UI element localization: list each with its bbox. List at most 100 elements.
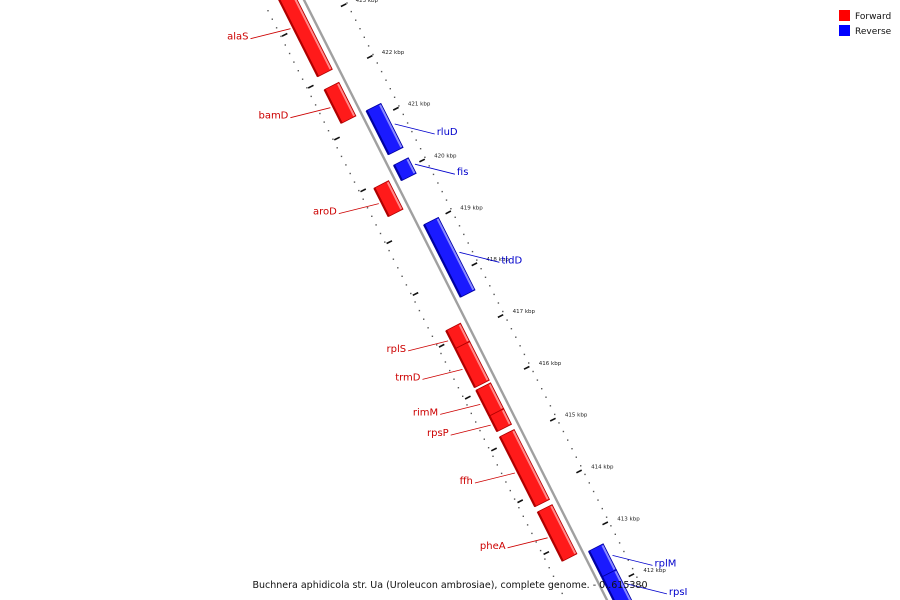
legend-reverse-swatch [839, 25, 850, 36]
scale-dot [470, 412, 472, 415]
scale-dot [366, 207, 369, 209]
scale-dot [367, 45, 370, 47]
scale-dot [597, 499, 599, 501]
gene-bar-shadow [393, 164, 403, 181]
scale-tick-label: 415 kbp [565, 413, 588, 419]
scale-tick [333, 136, 341, 141]
scale-dot [515, 336, 517, 338]
scale-ticks: 423 kbp 422 kbp 421 kbp 420 kbp 419 kbp 418 k… [281, 0, 666, 578]
scale-dot [389, 88, 391, 90]
scale-tick [360, 188, 367, 193]
gene-ffh [498, 428, 551, 508]
scale-tick [471, 262, 478, 267]
scale-dot [444, 361, 447, 363]
scale-dot [548, 567, 550, 569]
gene-bar-highlight [458, 324, 469, 342]
scale-dot [467, 242, 469, 244]
scale-dot [393, 96, 396, 98]
scale-dot [562, 430, 565, 433]
scale-dot [445, 199, 448, 201]
legend: Forward Reverse [839, 10, 892, 37]
scale-dot [449, 369, 451, 372]
gene-label-leader [474, 472, 515, 484]
scale-dot [614, 533, 616, 535]
scale-dot [379, 232, 382, 235]
scale-dot [340, 155, 343, 158]
scale-dot [518, 507, 520, 509]
scale-tick-label: 422 kbp [382, 50, 405, 56]
gene-bar-highlight [386, 181, 403, 210]
gene-bar-highlight [601, 544, 616, 570]
scale-tick [419, 158, 426, 163]
gene-label-leader [408, 340, 449, 352]
scale-tick [497, 313, 504, 319]
scale-dot [558, 422, 560, 424]
scale-dot [561, 592, 563, 595]
scale-tick-label: 414 kbp [591, 464, 614, 470]
gene-rluD [365, 102, 404, 156]
scale-dot [580, 465, 582, 467]
gene-aroD [373, 180, 404, 218]
scale-dot [380, 70, 383, 73]
scale-dot [363, 36, 365, 38]
scale-dot [411, 130, 413, 133]
gene-bar-shadow [373, 187, 390, 217]
scale-dot [475, 421, 477, 423]
scale-tick [438, 343, 445, 348]
gene-bar-shadow [588, 550, 603, 578]
scale-dot [454, 216, 456, 218]
scale-dot [332, 138, 334, 140]
scale-dot [349, 172, 351, 175]
gene-label-leader [414, 163, 455, 175]
gene-bar [423, 216, 476, 298]
scale-dot [506, 319, 508, 321]
scale-dot [640, 585, 642, 587]
gene-label-aroD: aroD [313, 207, 337, 218]
scale-dot [532, 370, 534, 373]
scale-dot [618, 542, 621, 544]
scale-dot [471, 250, 474, 253]
scale-tick [281, 32, 288, 37]
scale-dot [392, 258, 395, 260]
scale-dot [479, 429, 481, 432]
scale-dot [462, 395, 464, 397]
scale-dot [397, 267, 399, 269]
scale-dot [489, 285, 491, 287]
scale-dot [288, 52, 291, 55]
scale-dot [424, 156, 426, 158]
scale-tick [517, 499, 524, 504]
gene-label-leader [338, 203, 379, 214]
scale-tick [628, 573, 635, 578]
scale-dot [484, 276, 487, 278]
scale-dot [519, 345, 521, 347]
scale-dot [636, 576, 638, 578]
scale-dot [353, 181, 356, 183]
scale-dot [388, 249, 390, 252]
scale-dot [458, 225, 461, 227]
scale-dot [323, 121, 325, 123]
gene-features [278, 0, 633, 600]
gene-label-rplM: rplM [655, 558, 677, 569]
gene-bar-shadow [423, 224, 462, 298]
gene-bar-shadow [445, 330, 457, 350]
scale-dot [466, 404, 468, 406]
scale-dot [401, 275, 403, 277]
gene-bar-highlight [379, 104, 403, 148]
gene-label-leader [626, 583, 667, 595]
gene-bar-highlight [337, 83, 355, 117]
gene-label-leader [422, 369, 463, 380]
scale-dot [428, 165, 430, 167]
scale-dot [554, 413, 556, 416]
scale-dot [398, 105, 400, 107]
gene-label-leader [612, 555, 653, 566]
scale-dot [419, 148, 422, 150]
scale-dot [375, 224, 377, 226]
scale-dot [355, 19, 357, 21]
gene-bar-shadow [475, 389, 491, 417]
gene-bar-highlight [294, 0, 332, 70]
scale-tick-label: 421 kbp [408, 102, 431, 108]
scale-dot [575, 456, 577, 458]
scale-tick-label: 420 kbp [434, 154, 457, 160]
gene-bar-shadow [454, 348, 476, 388]
scale-tick [445, 210, 452, 215]
